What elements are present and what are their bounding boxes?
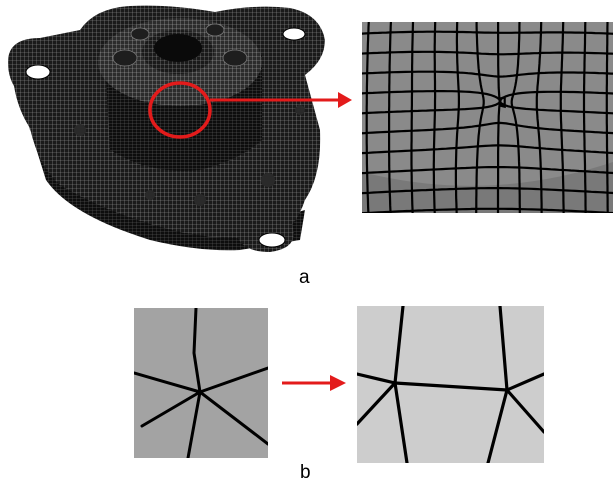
mesh-before-image: [134, 308, 268, 458]
mesh-after-image: [357, 306, 544, 463]
zoom-arrow: [210, 88, 360, 112]
mount-hole-top-right: [282, 27, 306, 41]
panel-label-b: b: [300, 462, 311, 483]
panel-label-a: a: [299, 267, 310, 288]
mount-hole-bottom-right: [258, 232, 286, 248]
highlight-circle: [148, 81, 212, 139]
transform-arrow: [280, 372, 350, 394]
meshed-part-image: [0, 0, 335, 270]
zoomed-mesh-detail: [362, 22, 613, 213]
mount-hole-left: [25, 64, 51, 80]
part-base-side: [14, 78, 305, 251]
